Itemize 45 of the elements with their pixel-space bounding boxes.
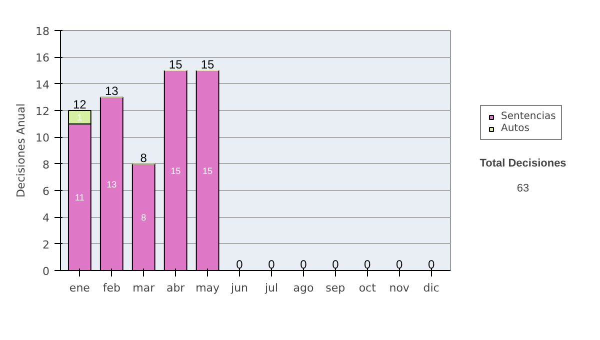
x-tick-label: abr bbox=[166, 282, 186, 294]
legend-label: Sentencias bbox=[501, 111, 556, 122]
x-tick-label: jun bbox=[230, 282, 248, 294]
total-label: 0 bbox=[364, 258, 372, 272]
data-label: 15 bbox=[170, 166, 181, 176]
y-tick-label: 14 bbox=[36, 78, 50, 92]
total-label: 0 bbox=[396, 258, 404, 272]
data-label: 1 bbox=[77, 112, 82, 123]
data-label: 15 bbox=[202, 166, 213, 176]
y-tick-label: 4 bbox=[42, 212, 50, 225]
x-tick-label: jul bbox=[264, 282, 278, 294]
y-tick-label: 8 bbox=[42, 158, 50, 172]
x-tick-label: feb bbox=[102, 282, 120, 294]
total-label: 0 bbox=[236, 258, 244, 272]
y-tick-label: 6 bbox=[42, 185, 50, 198]
total-label: 0 bbox=[428, 258, 435, 272]
y-tick-label: 18 bbox=[36, 25, 50, 38]
x-tick-label: mar bbox=[132, 282, 156, 294]
total-label: 12 bbox=[73, 98, 87, 112]
y-axis-title: Decisiones Anual bbox=[14, 103, 28, 198]
y-tick-label: 2 bbox=[42, 238, 50, 252]
total-label: 15 bbox=[168, 58, 183, 72]
x-tick-label: ene bbox=[69, 282, 90, 294]
total-label: 13 bbox=[104, 84, 119, 98]
x-tick-label: may bbox=[196, 282, 220, 294]
x-tick-label: sep bbox=[326, 282, 346, 294]
text: Total Decisiones bbox=[480, 158, 566, 170]
x-tick-label: ago bbox=[293, 282, 314, 294]
data-label: 11 bbox=[75, 192, 84, 203]
total-label: 0 bbox=[332, 258, 340, 272]
y-tick-label: 0 bbox=[42, 265, 50, 278]
total-label: 8 bbox=[140, 150, 148, 165]
x-tick-label: nov bbox=[389, 282, 410, 294]
total-label: 0 bbox=[300, 258, 308, 272]
y-tick-label: 10 bbox=[36, 132, 50, 145]
y-tick-label: 16 bbox=[36, 52, 50, 65]
y-tick-label: 12 bbox=[36, 105, 50, 118]
data-label: 8 bbox=[141, 212, 146, 223]
total-label: 0 bbox=[268, 258, 276, 272]
total-label: 15 bbox=[200, 58, 215, 72]
text: 63 bbox=[516, 182, 530, 194]
x-tick-label: oct bbox=[358, 282, 377, 294]
data-label: 13 bbox=[106, 179, 117, 190]
legend-label: Autos bbox=[501, 123, 530, 134]
x-tick-label: dic bbox=[423, 282, 440, 294]
